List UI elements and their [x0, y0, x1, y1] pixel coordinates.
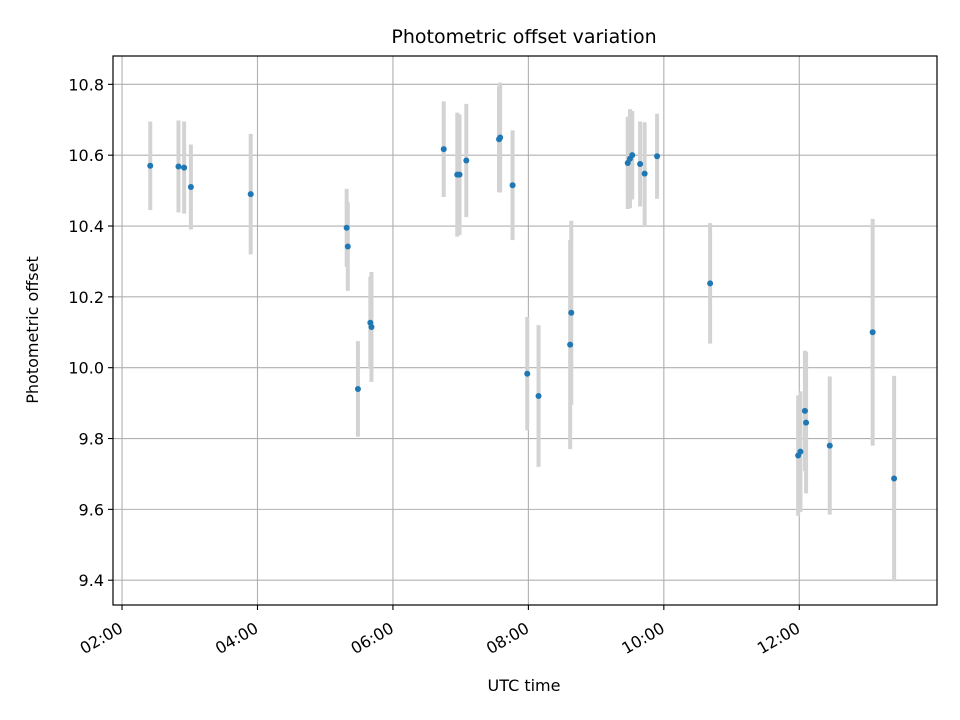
data-point — [797, 448, 804, 455]
data-point — [175, 163, 182, 170]
data-point — [629, 152, 636, 159]
data-point — [803, 419, 810, 426]
data-point — [891, 475, 898, 482]
data-points — [147, 134, 898, 482]
data-point — [567, 341, 574, 348]
data-point — [568, 309, 575, 316]
data-point — [497, 134, 504, 141]
chart-title: Photometric offset variation — [391, 26, 656, 48]
data-point — [343, 224, 350, 231]
y-tick-label: 9.4 — [79, 571, 104, 590]
y-tick-label: 9.6 — [79, 500, 104, 519]
data-point — [801, 407, 808, 414]
data-point — [368, 323, 375, 330]
data-point — [641, 170, 648, 177]
data-point — [524, 370, 531, 377]
data-point — [637, 161, 644, 168]
x-axis-label: UTC time — [488, 676, 561, 695]
data-point — [344, 243, 351, 250]
y-tick-label: 10.2 — [68, 288, 104, 307]
y-tick-label: 10.8 — [68, 75, 104, 94]
data-point — [247, 191, 254, 198]
data-point — [509, 182, 516, 189]
y-axis-label: Photometric offset — [23, 256, 42, 404]
data-point — [181, 164, 188, 171]
y-tick-label: 10.0 — [68, 359, 104, 378]
data-point — [440, 146, 447, 153]
data-point — [147, 162, 154, 169]
y-tick-label: 10.4 — [68, 217, 104, 236]
data-point — [707, 280, 714, 287]
data-point — [654, 153, 661, 160]
data-point — [456, 171, 463, 178]
y-tick-label: 9.8 — [79, 430, 104, 449]
data-point — [354, 385, 361, 392]
data-point — [826, 442, 833, 449]
plot-frame — [112, 55, 938, 606]
data-point — [187, 184, 194, 191]
data-point — [535, 393, 542, 400]
y-tick-label: 10.6 — [68, 146, 104, 165]
data-point — [869, 329, 876, 336]
data-point — [463, 157, 470, 164]
